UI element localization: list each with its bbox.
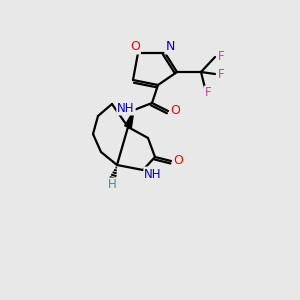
Polygon shape <box>125 110 134 128</box>
Text: O: O <box>130 40 140 53</box>
Text: H: H <box>108 178 116 191</box>
Text: N: N <box>165 40 175 53</box>
Text: F: F <box>205 86 211 100</box>
Text: F: F <box>218 50 224 64</box>
Text: F: F <box>218 68 224 80</box>
Text: NH: NH <box>144 167 162 181</box>
Text: NH: NH <box>117 101 135 115</box>
Text: O: O <box>170 103 180 116</box>
Text: O: O <box>173 154 183 166</box>
